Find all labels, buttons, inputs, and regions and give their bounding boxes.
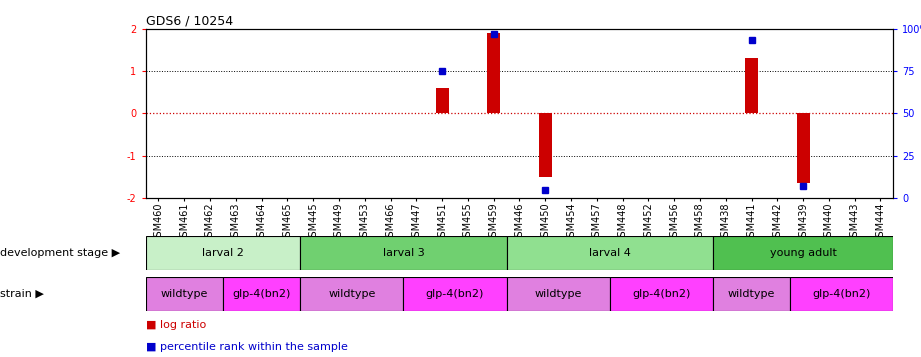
Bar bbox=[713, 277, 790, 311]
Bar bbox=[713, 236, 893, 270]
Bar bbox=[745, 58, 758, 114]
Text: glp-4(bn2): glp-4(bn2) bbox=[426, 288, 484, 299]
Text: larval 3: larval 3 bbox=[382, 247, 425, 258]
Text: glp-4(bn2): glp-4(bn2) bbox=[632, 288, 691, 299]
Text: larval 4: larval 4 bbox=[589, 247, 631, 258]
Bar bbox=[507, 277, 610, 311]
Bar bbox=[146, 236, 300, 270]
Bar bbox=[797, 114, 810, 183]
Bar bbox=[539, 114, 552, 177]
Text: glp-4(bn2): glp-4(bn2) bbox=[812, 288, 871, 299]
Text: glp-4(bn2): glp-4(bn2) bbox=[232, 288, 291, 299]
Bar bbox=[610, 277, 713, 311]
Bar bbox=[146, 277, 223, 311]
Bar bbox=[300, 277, 403, 311]
Text: larval 2: larval 2 bbox=[202, 247, 244, 258]
Text: wildtype: wildtype bbox=[534, 288, 582, 299]
Text: wildtype: wildtype bbox=[328, 288, 376, 299]
Text: ■ percentile rank within the sample: ■ percentile rank within the sample bbox=[146, 342, 347, 352]
Text: ■ log ratio: ■ log ratio bbox=[146, 320, 205, 330]
Bar bbox=[507, 236, 713, 270]
Bar bbox=[487, 33, 500, 114]
Bar bbox=[300, 236, 507, 270]
Text: wildtype: wildtype bbox=[728, 288, 775, 299]
Bar bbox=[436, 88, 449, 114]
Text: young adult: young adult bbox=[770, 247, 836, 258]
Text: GDS6 / 10254: GDS6 / 10254 bbox=[146, 14, 233, 27]
Bar bbox=[223, 277, 300, 311]
Bar bbox=[790, 277, 893, 311]
Text: strain ▶: strain ▶ bbox=[0, 288, 44, 299]
Text: wildtype: wildtype bbox=[160, 288, 208, 299]
Bar bbox=[403, 277, 507, 311]
Text: development stage ▶: development stage ▶ bbox=[0, 247, 120, 258]
